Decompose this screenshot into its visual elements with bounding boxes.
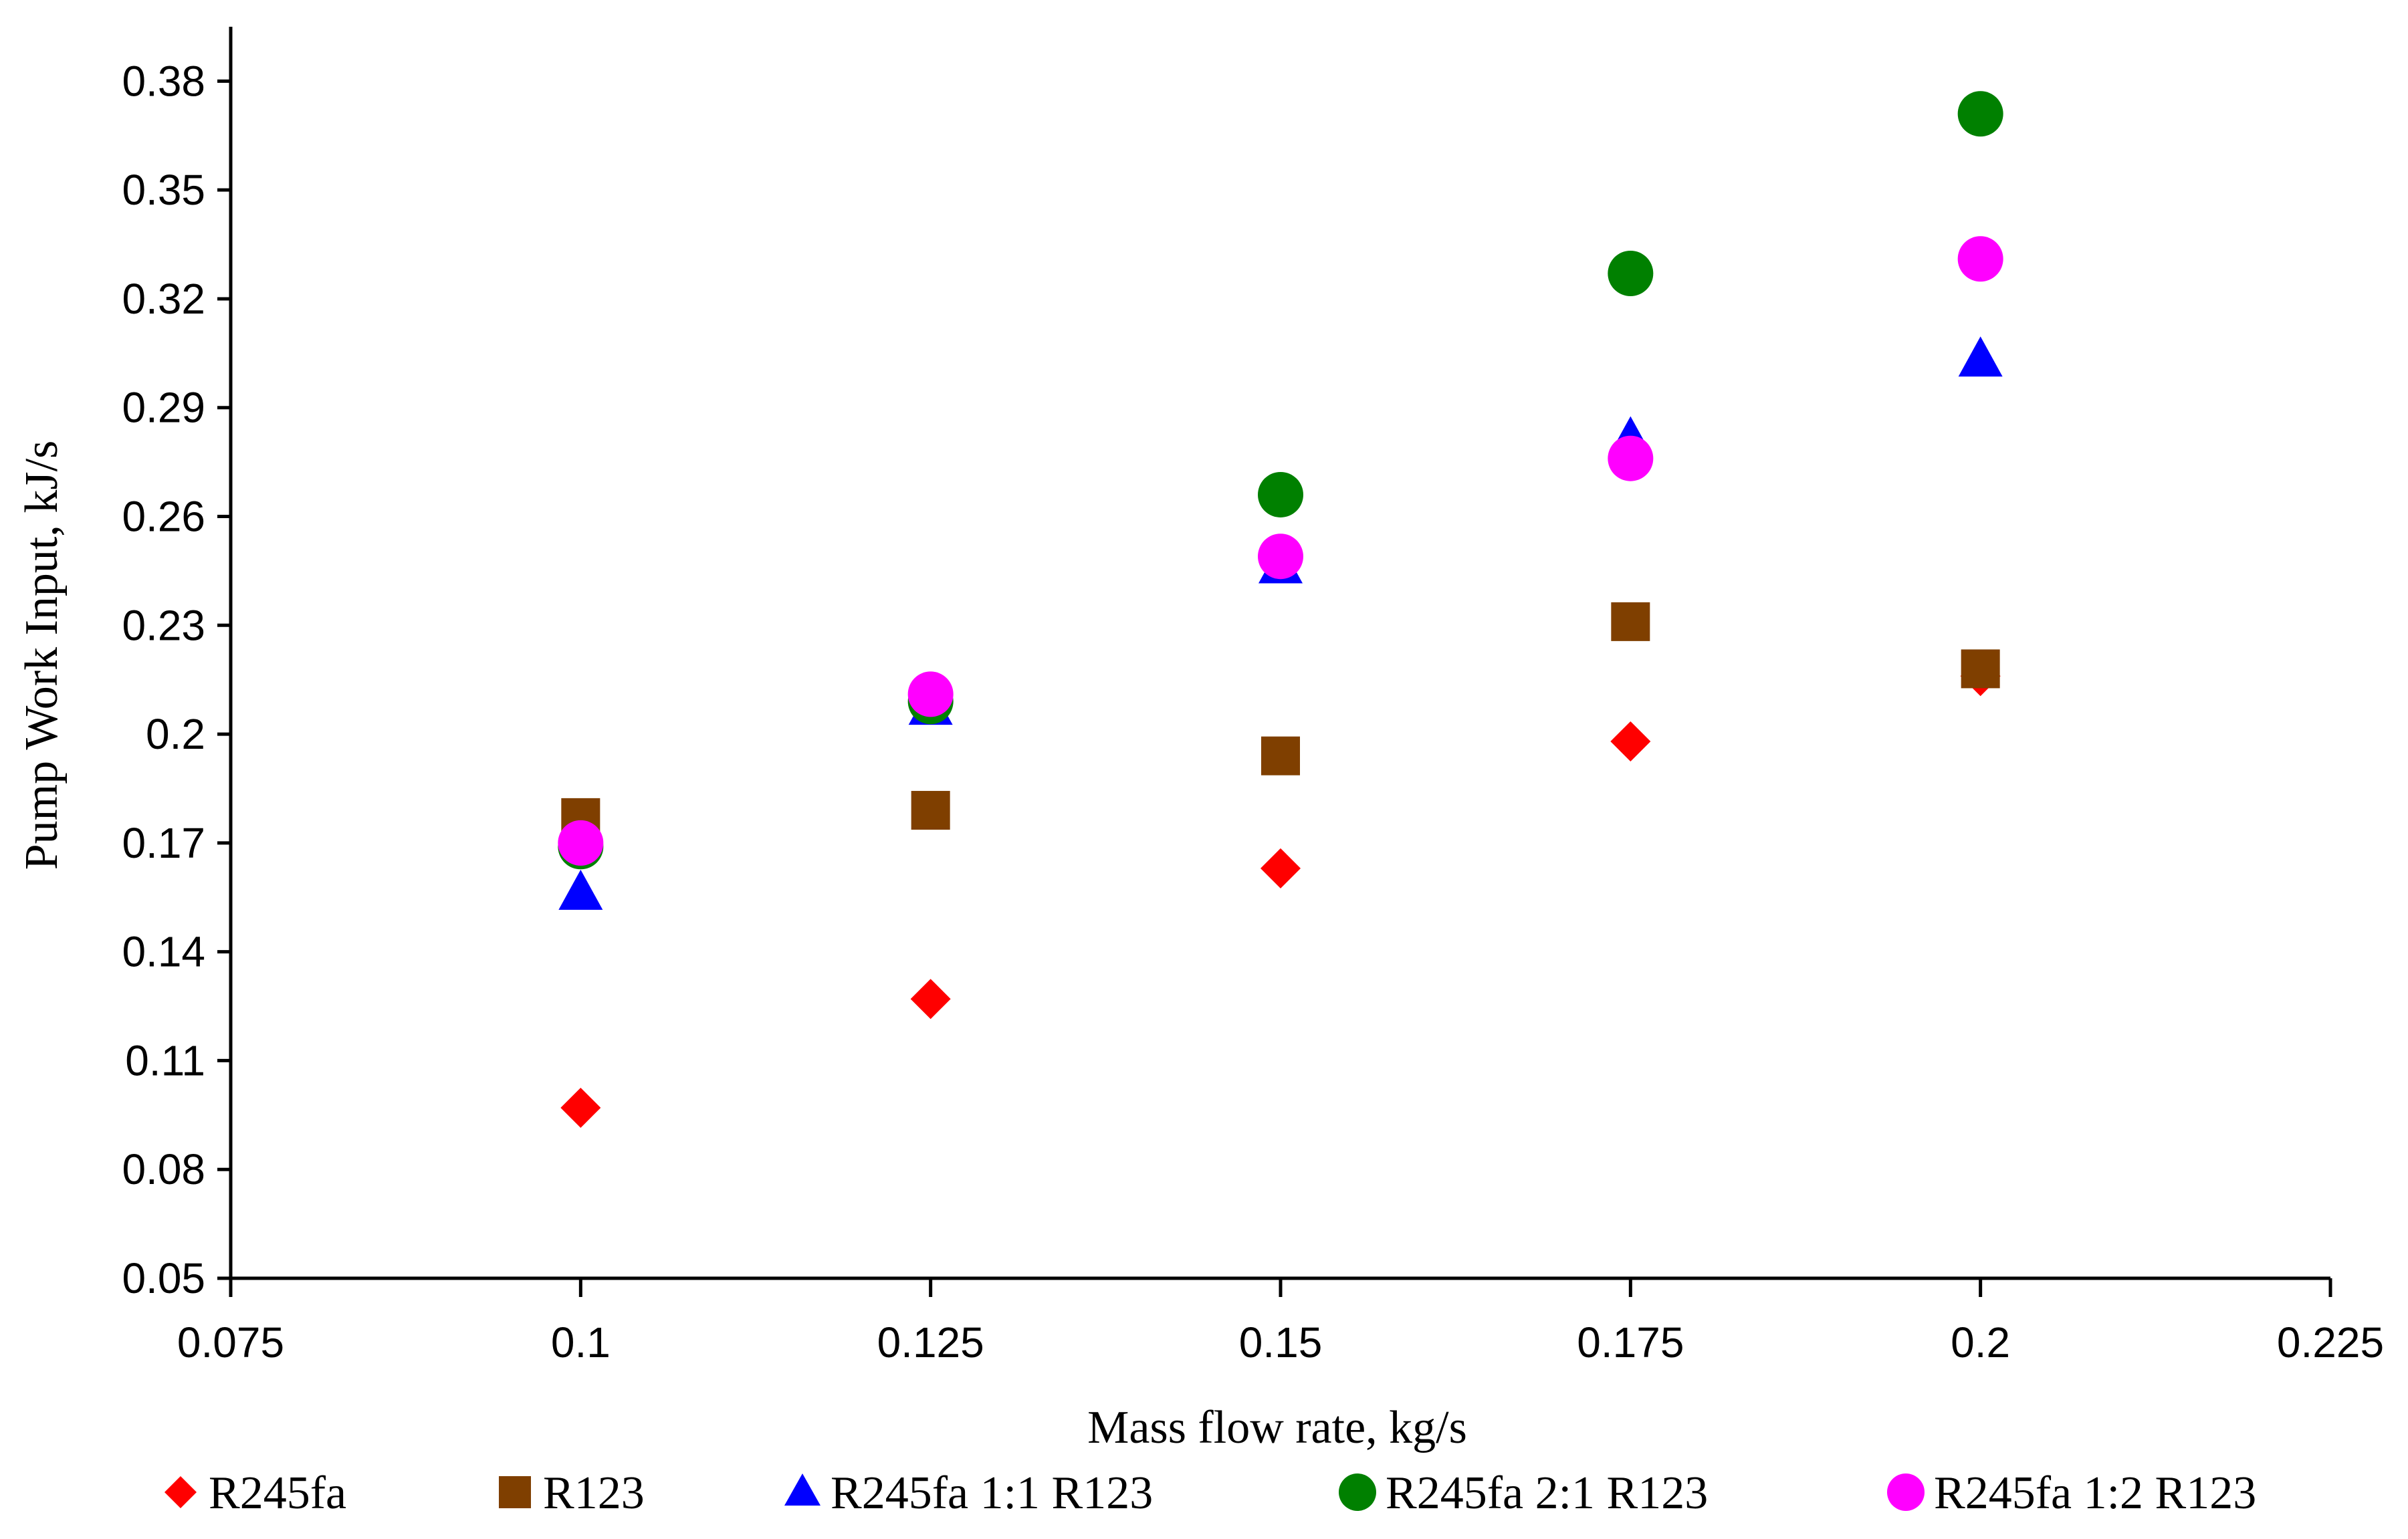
x-tick-label: 0.225: [2277, 1318, 2384, 1367]
data-point: [1610, 721, 1651, 761]
x-tick-label: 0.1: [551, 1318, 611, 1367]
data-point: [1608, 435, 1654, 481]
series-0: [560, 656, 2001, 1128]
y-tick-label: 0.23: [122, 601, 205, 649]
data-point: [1261, 848, 1301, 889]
y-tick-label: 0.11: [125, 1036, 205, 1084]
y-tick-label: 0.08: [122, 1145, 205, 1193]
legend-marker: [784, 1473, 820, 1506]
y-tick-label: 0.35: [122, 166, 205, 214]
x-tick-label: 0.2: [1951, 1318, 2010, 1367]
y-tick-label: 0.14: [122, 928, 205, 976]
data-point: [910, 979, 951, 1020]
legend-marker: [499, 1476, 531, 1508]
legend-item: R245fa 1:2 R123: [1887, 1467, 2256, 1519]
x-tick-label: 0.125: [877, 1318, 984, 1367]
data-point: [1611, 602, 1650, 641]
data-point: [1261, 736, 1300, 776]
series-4: [558, 236, 2003, 866]
x-tick-label: 0.15: [1239, 1318, 1323, 1367]
data-point: [1961, 649, 2000, 689]
legend-label: R245fa 1:2 R123: [1934, 1467, 2256, 1519]
legend-item: R123: [499, 1467, 645, 1519]
x-tick-label: 0.175: [1577, 1318, 1684, 1367]
data-point: [560, 1087, 601, 1128]
data-point: [1258, 471, 1303, 517]
y-tick-label: 0.26: [122, 493, 205, 541]
legend-item: R245fa: [165, 1467, 346, 1519]
legend-label: R245fa 2:1 R123: [1386, 1467, 1708, 1519]
data-point: [558, 820, 604, 866]
legend-item: R245fa 1:1 R123: [784, 1467, 1153, 1519]
data-point: [911, 791, 950, 830]
legend-marker: [1887, 1473, 1925, 1511]
legend-label: R245fa 1:1 R123: [831, 1467, 1153, 1519]
legend-marker: [1339, 1473, 1376, 1511]
legend-item: R245fa 2:1 R123: [1339, 1467, 1708, 1519]
y-tick-label: 0.29: [122, 384, 205, 432]
data-point: [1608, 250, 1654, 296]
y-tick-label: 0.2: [146, 710, 205, 758]
y-tick-label: 0.17: [122, 819, 205, 867]
data-points: [558, 91, 2003, 1128]
series-2: [558, 336, 2003, 910]
data-point: [1957, 91, 2003, 137]
x-axis-title: Mass flow rate, kg/s: [1087, 1402, 1467, 1453]
data-point: [1958, 336, 2003, 377]
legend-marker: [165, 1476, 197, 1508]
series-1: [561, 602, 2000, 837]
y-tick-label: 0.05: [122, 1254, 205, 1302]
data-point: [1258, 534, 1303, 580]
data-point: [907, 671, 954, 717]
data-point: [558, 869, 603, 910]
data-point: [1957, 236, 2003, 282]
x-tick-label: 0.075: [177, 1318, 284, 1367]
y-axis-title: Pump Work Input, kJ/s: [16, 441, 68, 870]
legend: R245fa R123 R245fa 1:1 R123 R245fa 2:1 R123…: [165, 1467, 2256, 1519]
legend-label: R245fa: [209, 1467, 346, 1519]
y-tick-label: 0.38: [122, 57, 205, 105]
axes: 0.05 0.08 0.11 0.14 0.17 0.2 0.23 0.26 0.29 0.32 0…: [122, 27, 2384, 1367]
y-tick-label: 0.32: [122, 275, 205, 323]
legend-label: R123: [543, 1467, 645, 1519]
